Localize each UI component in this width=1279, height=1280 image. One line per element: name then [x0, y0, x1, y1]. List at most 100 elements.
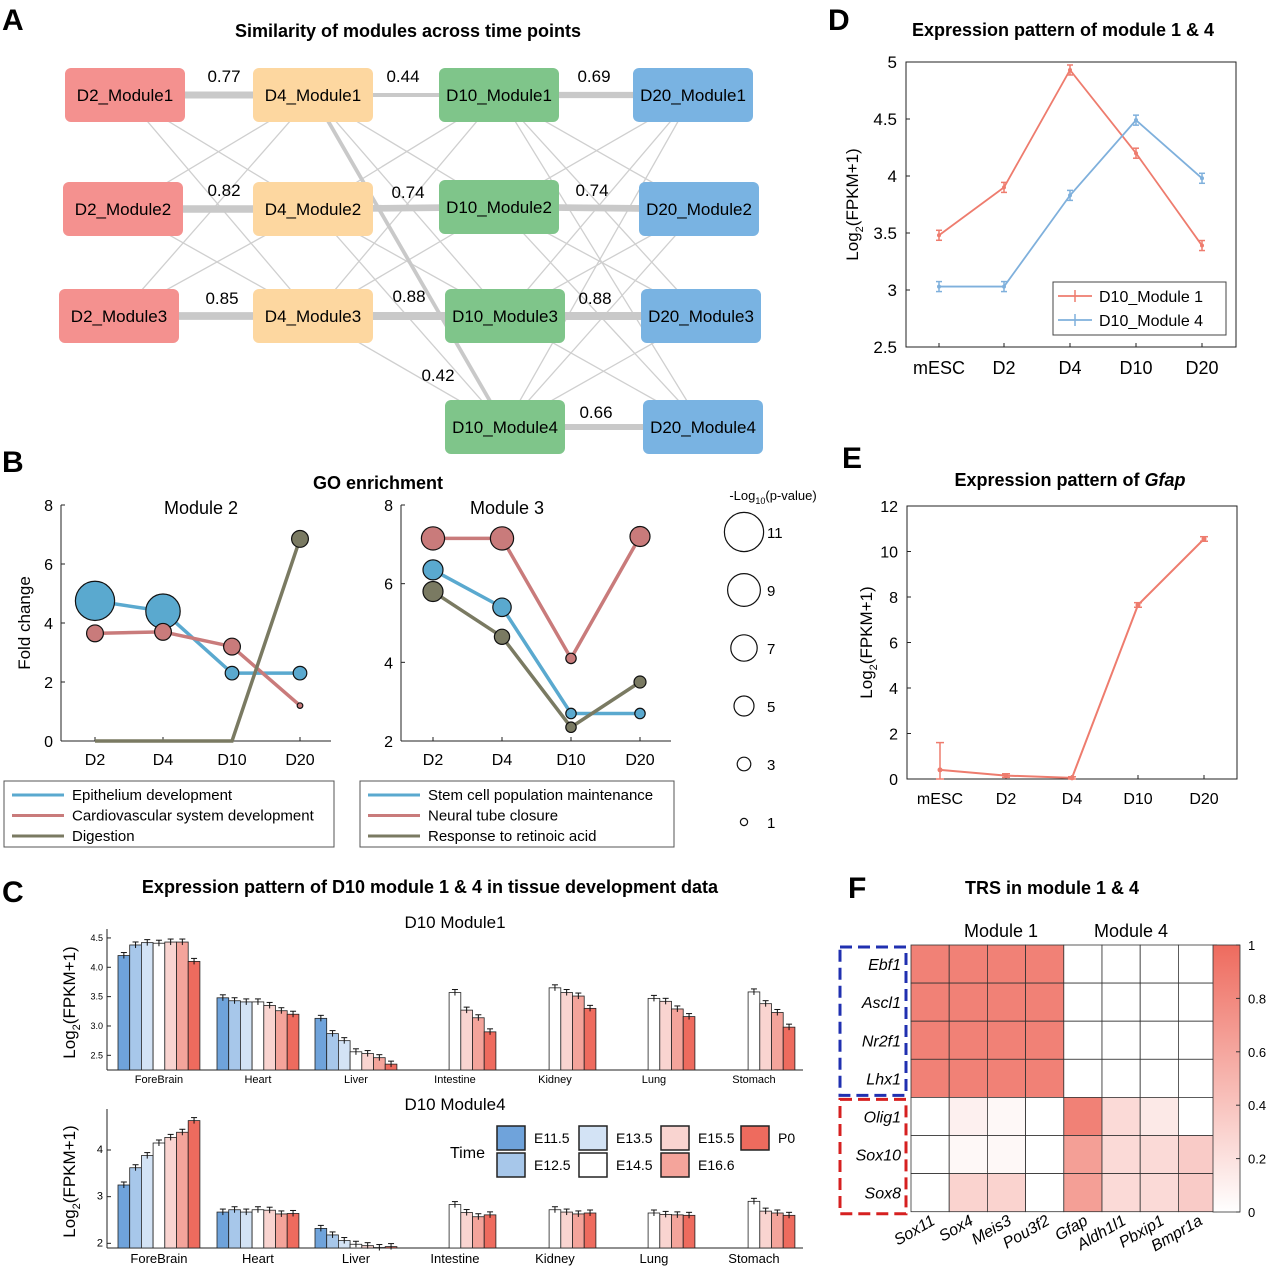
data-point — [1002, 185, 1006, 190]
heatmap-cell — [1063, 1173, 1103, 1213]
data-point — [493, 628, 511, 645]
row-label: Lhx1 — [866, 1071, 901, 1088]
module-label: D4_Module1 — [265, 86, 361, 105]
size-legend-label: 11 — [767, 525, 783, 542]
heatmap-cell — [948, 982, 988, 1022]
category-label: Stomach — [728, 1251, 779, 1266]
bar — [337, 1040, 351, 1071]
edge-weight-label: 0.74 — [391, 183, 424, 202]
heatmap-cell — [1178, 1135, 1218, 1174]
panel-letter-b: B — [2, 446, 24, 479]
module-box — [65, 68, 185, 122]
heatmap-cell — [1063, 1058, 1103, 1098]
bar — [176, 941, 189, 1071]
data-point — [565, 652, 577, 665]
go-enrichment-charts: Module 2 0 2 4 6 8 D2 D4 D10 D20 Fold change Epithe… — [3, 498, 675, 848]
y-tick-label: 4.5 — [90, 933, 103, 943]
y-tick-label: 6 — [44, 557, 53, 574]
data-point — [420, 526, 446, 551]
heatmap-cell — [910, 1058, 950, 1098]
category-label: Kidney — [535, 1251, 575, 1266]
edge-weight-label: 0.42 — [421, 366, 454, 385]
y-tick-label: 2 — [44, 675, 53, 692]
heatmap-cell — [910, 1020, 950, 1060]
module-label: D20_Module1 — [640, 86, 746, 105]
heatmap-cell — [987, 1173, 1027, 1213]
data-point — [1200, 243, 1204, 248]
y-tick-label: 6 — [384, 577, 393, 594]
bar — [448, 992, 462, 1071]
y-axis-label: Log2(FPKM+1) — [843, 148, 866, 260]
x-tick-label: D10 — [1119, 358, 1152, 378]
data-point — [74, 580, 116, 622]
y-tick-label: 5 — [888, 53, 897, 72]
bar — [140, 942, 154, 1071]
data-point — [633, 675, 647, 689]
module-label: D2_Module1 — [77, 86, 173, 105]
y-axis-label: Fold change — [15, 576, 34, 670]
heatmap-cell — [1178, 1020, 1218, 1060]
heatmap-cell — [1178, 1173, 1218, 1213]
x-tick-label: D20 — [1189, 791, 1218, 808]
y-tick-label: 6 — [889, 636, 898, 653]
heatmap-cell — [910, 1173, 950, 1213]
size-legend-label: 1 — [767, 815, 775, 832]
edge-weight-label: 0.85 — [205, 289, 238, 308]
bar — [239, 1001, 253, 1071]
colorbar-tick-label: 0.2 — [1248, 1152, 1266, 1167]
module-label: D10_Module4 — [452, 418, 558, 437]
data-point — [629, 525, 651, 548]
column-label: Sox4 — [936, 1212, 976, 1245]
panel-d-title: Expression pattern of module 1 & 4 — [912, 20, 1214, 40]
row-label: Nr2f1 — [862, 1033, 901, 1050]
category-label: Liver — [344, 1074, 368, 1086]
category-label: ForeBrain — [130, 1251, 187, 1266]
heatmap-cell — [1063, 944, 1103, 984]
row-label: Olig1 — [864, 1109, 901, 1126]
x-tick-label: D20 — [1185, 358, 1218, 378]
legend-label: E13.5 — [616, 1130, 653, 1146]
subchart-title: D10 Module4 — [404, 1095, 505, 1114]
colorbar-tick-label: 0.4 — [1248, 1098, 1266, 1113]
category-label: Intestine — [430, 1251, 479, 1266]
bar — [129, 944, 142, 1071]
heatmap-cell — [948, 1097, 988, 1136]
legend-swatch — [740, 1125, 770, 1151]
bar — [152, 942, 166, 1071]
data-point — [223, 637, 242, 656]
bar — [572, 995, 585, 1071]
edge-weight-label: 0.88 — [578, 289, 611, 308]
module-box — [445, 400, 565, 454]
y-tick-label: 0 — [889, 772, 898, 789]
series-line — [432, 590, 641, 730]
data-point — [1134, 118, 1138, 123]
bar — [472, 1017, 485, 1071]
heatmap-cell — [1025, 1097, 1065, 1136]
bar — [117, 955, 131, 1071]
category-label: Intestine — [434, 1074, 476, 1086]
edge-weight-label: 0.69 — [577, 67, 610, 86]
size-legend: 11 9 7 5 3 1 — [723, 511, 783, 832]
category-label: Lung — [639, 1251, 668, 1266]
y-tick-label: 12 — [880, 499, 898, 516]
heatmap-cell — [1025, 1173, 1065, 1213]
legend-label: Neural tube closure — [428, 808, 558, 825]
legend-label: E15.5 — [698, 1130, 735, 1146]
plot-frame — [905, 61, 1237, 348]
data-point — [85, 624, 104, 643]
bar — [286, 1013, 300, 1071]
bar — [472, 1216, 485, 1249]
heatmap-cell — [987, 1097, 1027, 1136]
heatmap-cell — [987, 1020, 1027, 1060]
bar — [771, 1012, 784, 1071]
size-legend-circle — [730, 634, 758, 662]
panel-letter-e: E — [842, 442, 862, 475]
subchart-title: D10 Module1 — [404, 913, 505, 932]
weak-edge — [504, 94, 694, 428]
plot-area — [60, 504, 332, 742]
category-label: Heart — [244, 1074, 271, 1086]
heatmap-cell — [1101, 1097, 1141, 1136]
category-label: Kidney — [538, 1074, 572, 1086]
module-label: D20_Module4 — [650, 418, 756, 437]
panel-letter-f: F — [848, 872, 866, 905]
